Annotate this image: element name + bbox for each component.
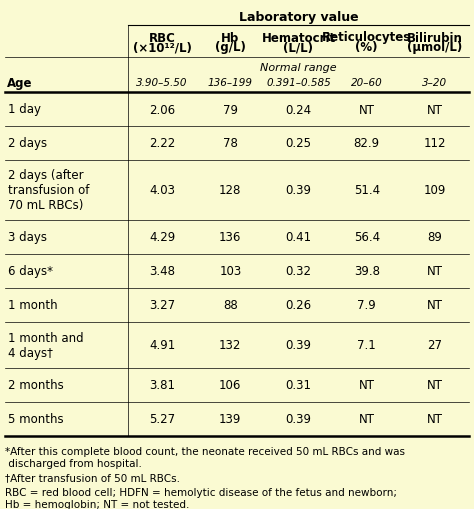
Text: 0.39: 0.39 xyxy=(285,184,311,197)
Text: NT: NT xyxy=(359,379,375,392)
Text: 0.391–0.585: 0.391–0.585 xyxy=(266,78,331,88)
Text: 132: 132 xyxy=(219,339,241,352)
Text: 82.9: 82.9 xyxy=(354,137,380,150)
Text: NT: NT xyxy=(427,299,443,312)
Bar xyxy=(5,161,469,220)
Text: (L/L): (L/L) xyxy=(283,41,313,54)
Text: 0.39: 0.39 xyxy=(285,413,311,426)
Text: 89: 89 xyxy=(428,231,442,244)
Text: 51.4: 51.4 xyxy=(354,184,380,197)
Text: Hb: Hb xyxy=(221,32,239,44)
Text: 0.25: 0.25 xyxy=(285,137,311,150)
Text: 78: 78 xyxy=(223,137,238,150)
Text: 136: 136 xyxy=(219,231,241,244)
Text: Age: Age xyxy=(7,76,33,89)
Text: Reticulocytes: Reticulocytes xyxy=(322,32,411,44)
Text: 2 months: 2 months xyxy=(8,379,64,392)
Text: 3.81: 3.81 xyxy=(149,379,175,392)
Text: (μmol/L): (μmol/L) xyxy=(407,41,463,54)
Text: 7.1: 7.1 xyxy=(357,339,376,352)
Text: 0.39: 0.39 xyxy=(285,339,311,352)
Text: (×10¹²/L): (×10¹²/L) xyxy=(133,41,191,54)
Text: (%): (%) xyxy=(356,41,378,54)
Bar xyxy=(5,369,469,402)
Text: *After this complete blood count, the neonate received 50 mL RBCs and was
 disch: *After this complete blood count, the ne… xyxy=(5,446,405,468)
Text: 3.27: 3.27 xyxy=(149,299,175,312)
Text: 39.8: 39.8 xyxy=(354,265,380,278)
Bar xyxy=(5,402,469,436)
Text: 20–60: 20–60 xyxy=(351,78,383,88)
Text: 2 days (after
transfusion of
70 mL RBCs): 2 days (after transfusion of 70 mL RBCs) xyxy=(8,169,90,212)
Text: 88: 88 xyxy=(223,299,237,312)
Text: 3.48: 3.48 xyxy=(149,265,175,278)
Text: Bilirubin: Bilirubin xyxy=(407,32,463,44)
Text: RBC = red blood cell; HDFN = hemolytic disease of the fetus and newborn;
Hb = he: RBC = red blood cell; HDFN = hemolytic d… xyxy=(5,487,397,508)
Text: 2.22: 2.22 xyxy=(149,137,175,150)
Text: 1 day: 1 day xyxy=(8,103,41,116)
Text: NT: NT xyxy=(359,413,375,426)
Text: 79: 79 xyxy=(223,103,238,116)
Text: 6 days*: 6 days* xyxy=(8,265,53,278)
Bar xyxy=(5,127,469,161)
Text: 128: 128 xyxy=(219,184,241,197)
Text: Normal range: Normal range xyxy=(260,63,337,73)
Text: 56.4: 56.4 xyxy=(354,231,380,244)
Text: 112: 112 xyxy=(424,137,446,150)
Text: †After transfusion of 50 mL RBCs.: †After transfusion of 50 mL RBCs. xyxy=(5,472,180,482)
Text: 2 days: 2 days xyxy=(8,137,47,150)
Text: 0.41: 0.41 xyxy=(285,231,311,244)
Text: 2.06: 2.06 xyxy=(149,103,175,116)
Text: 1 month and
4 days†: 1 month and 4 days† xyxy=(8,331,83,359)
Text: 136–199: 136–199 xyxy=(208,78,253,88)
Text: 4.03: 4.03 xyxy=(149,184,175,197)
Text: RBC: RBC xyxy=(149,32,175,44)
Text: 4.29: 4.29 xyxy=(149,231,175,244)
Text: 27: 27 xyxy=(428,339,442,352)
Text: 4.91: 4.91 xyxy=(149,339,175,352)
Text: 3–20: 3–20 xyxy=(422,78,447,88)
Text: 0.24: 0.24 xyxy=(285,103,311,116)
Text: 0.26: 0.26 xyxy=(285,299,311,312)
Text: NT: NT xyxy=(427,103,443,116)
Text: NT: NT xyxy=(427,265,443,278)
Text: 3 days: 3 days xyxy=(8,231,47,244)
Text: NT: NT xyxy=(359,103,375,116)
Text: Hematocrit: Hematocrit xyxy=(262,32,336,44)
Text: 0.32: 0.32 xyxy=(285,265,311,278)
Bar xyxy=(5,93,469,127)
Text: 139: 139 xyxy=(219,413,241,426)
Text: NT: NT xyxy=(427,379,443,392)
Text: Laboratory value: Laboratory value xyxy=(239,11,358,23)
Bar xyxy=(5,220,469,254)
Text: 0.31: 0.31 xyxy=(285,379,311,392)
Text: NT: NT xyxy=(427,413,443,426)
Bar xyxy=(5,322,469,369)
Text: 3.90–5.50: 3.90–5.50 xyxy=(137,78,188,88)
Text: 5.27: 5.27 xyxy=(149,413,175,426)
Bar xyxy=(5,289,469,322)
Text: 1 month: 1 month xyxy=(8,299,58,312)
Text: 103: 103 xyxy=(219,265,241,278)
Bar xyxy=(5,254,469,289)
Text: 109: 109 xyxy=(424,184,446,197)
Text: 7.9: 7.9 xyxy=(357,299,376,312)
Text: 106: 106 xyxy=(219,379,241,392)
Text: (g/L): (g/L) xyxy=(215,41,246,54)
Text: 5 months: 5 months xyxy=(8,413,64,426)
